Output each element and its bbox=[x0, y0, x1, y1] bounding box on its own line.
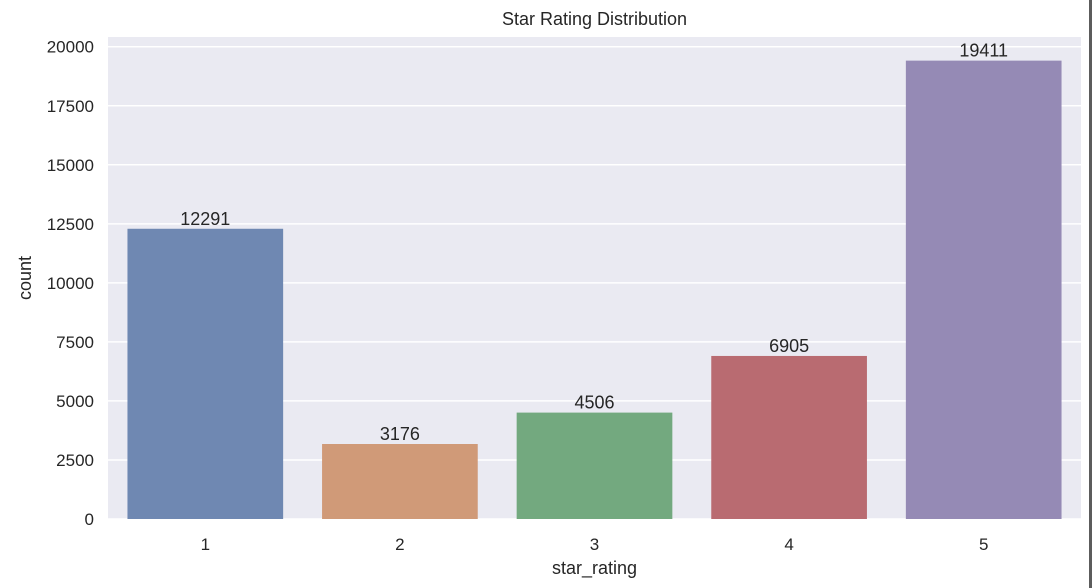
x-tick-label: 1 bbox=[201, 535, 210, 554]
y-tick-label: 10000 bbox=[47, 274, 94, 293]
x-axis-ticks: 1 2 3 4 5 bbox=[201, 535, 989, 554]
bar-value-label: 4506 bbox=[574, 393, 614, 413]
x-tick-label: 4 bbox=[784, 535, 793, 554]
y-axis-ticks: 0 2500 5000 7500 10000 12500 15000 17500 20000 bbox=[47, 38, 94, 529]
x-tick-label: 2 bbox=[395, 535, 404, 554]
y-tick-label: 5000 bbox=[56, 392, 94, 411]
chart-title: Star Rating Distribution bbox=[502, 9, 687, 29]
bar-3 bbox=[516, 412, 673, 519]
bar-1 bbox=[127, 228, 284, 519]
bar-labels: 12291 3176 4506 6905 19411 bbox=[180, 41, 1008, 444]
bar-value-label: 12291 bbox=[180, 209, 230, 229]
x-tick-label: 5 bbox=[979, 535, 988, 554]
x-tick-label: 3 bbox=[590, 535, 599, 554]
bar-4 bbox=[711, 355, 867, 519]
bar-value-label: 3176 bbox=[380, 424, 420, 444]
y-tick-label: 15000 bbox=[47, 156, 94, 175]
y-tick-label: 12500 bbox=[47, 215, 94, 234]
y-tick-label: 20000 bbox=[47, 38, 94, 57]
x-axis-label: star_rating bbox=[552, 558, 637, 579]
y-tick-label: 17500 bbox=[47, 97, 94, 116]
bar-5 bbox=[905, 60, 1062, 519]
y-tick-label: 7500 bbox=[56, 333, 94, 352]
bar-value-label: 19411 bbox=[959, 41, 1008, 61]
y-tick-label: 0 bbox=[85, 510, 94, 529]
y-tick-label: 2500 bbox=[56, 451, 94, 470]
bar-2 bbox=[322, 444, 478, 519]
y-axis-label: count bbox=[15, 256, 35, 300]
bar-value-label: 6905 bbox=[769, 336, 809, 356]
bars bbox=[127, 60, 1062, 519]
window-edge bbox=[1089, 0, 1092, 588]
